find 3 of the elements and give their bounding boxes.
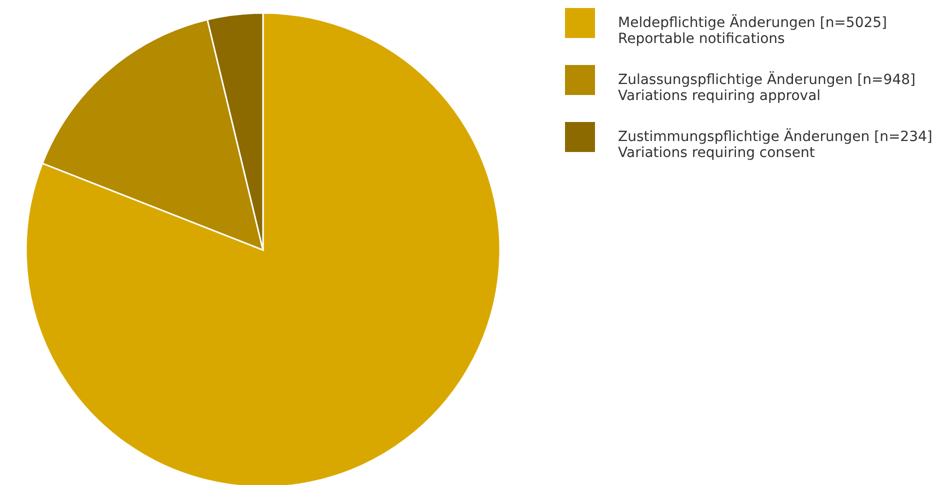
legend-label: Meldepflichtige Änderungen [n=5025] Reportable notifications [618, 14, 888, 47]
legend-label: Zustimmungspflichtige Änderungen [n=234] Variations requiring consent [618, 128, 932, 161]
legend-label: Zulassungspflichtige Änderungen [n=948] Variations requiring approval [618, 71, 916, 104]
